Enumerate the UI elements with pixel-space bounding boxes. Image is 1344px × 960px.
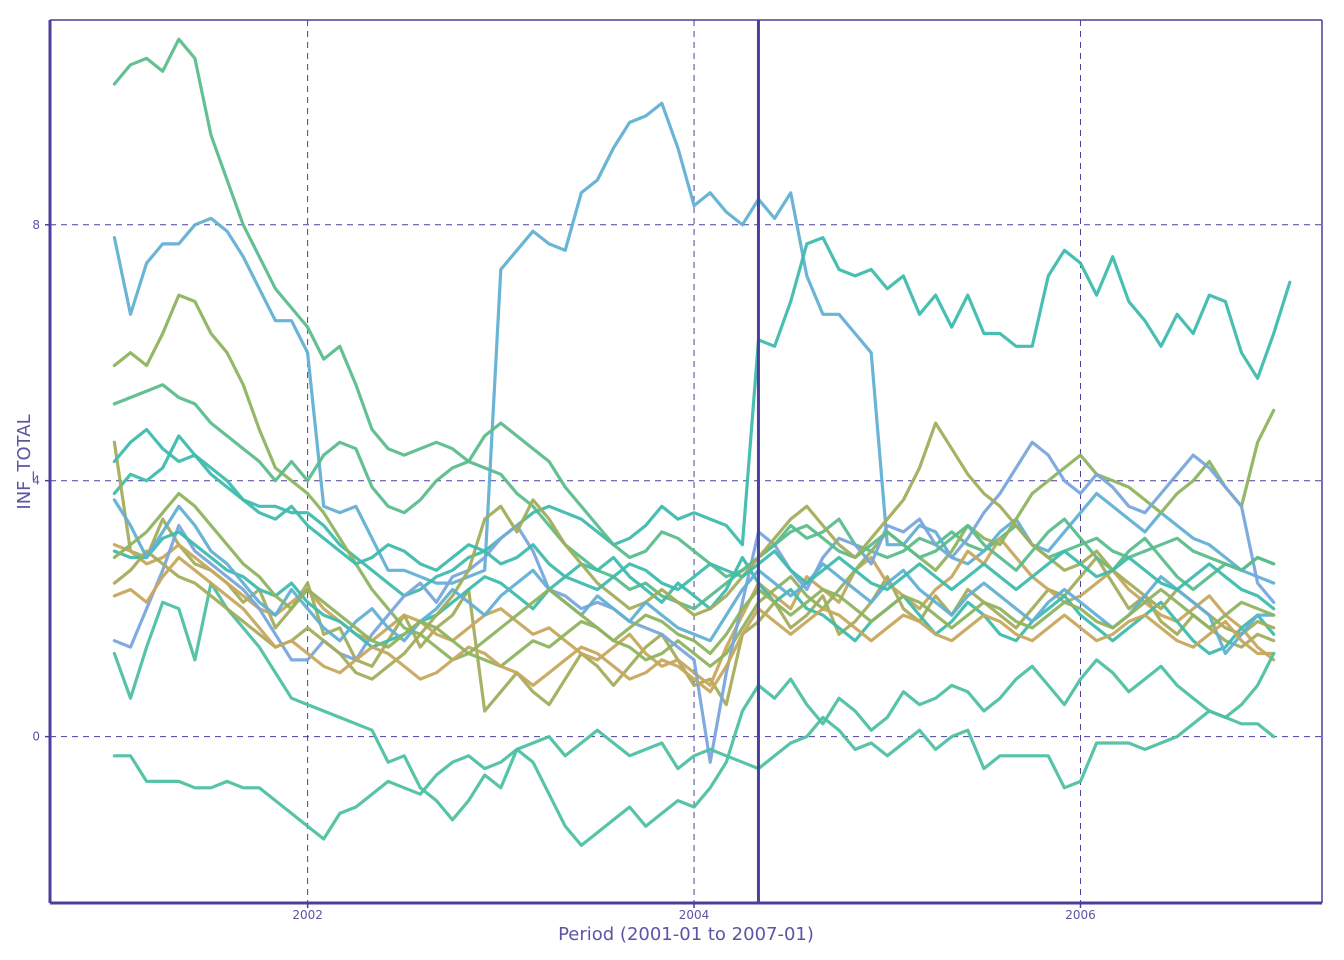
y-tick-label: 8 <box>32 218 40 232</box>
series-line-12 <box>112 498 1276 656</box>
y-axis-title: INF_TOTAL <box>14 414 35 509</box>
series-line-9 <box>112 530 1276 656</box>
x-axis-title: Period (2001-01 to 2007-01) <box>558 924 814 945</box>
series-line-10 <box>112 383 1276 592</box>
series-lines <box>112 37 1292 848</box>
series-line-16 <box>112 427 1276 611</box>
series-line-14 <box>112 651 1276 841</box>
series-line-15 <box>112 491 1276 656</box>
x-ticks: 2002 2004 2006 <box>292 903 1096 922</box>
x-tick-label: 2006 <box>1065 908 1096 922</box>
y-tick-label: 4 <box>32 474 40 488</box>
series-line-2 <box>112 101 1276 585</box>
series-line-13 <box>112 555 1276 694</box>
grid-lines <box>50 20 1322 903</box>
y-tick-label: 0 <box>32 730 40 744</box>
x-tick-label: 2002 <box>292 908 323 922</box>
series-line-1 <box>112 37 1276 611</box>
y-ticks: 0 4 8 <box>32 218 50 744</box>
series-line-3 <box>112 236 1292 598</box>
series-line-6 <box>112 293 1276 668</box>
axes <box>48 19 1323 905</box>
series-line-7 <box>112 440 1276 764</box>
x-tick-label: 2004 <box>679 908 710 922</box>
series-line-4 <box>112 440 1276 713</box>
series-line-8 <box>112 581 1276 848</box>
